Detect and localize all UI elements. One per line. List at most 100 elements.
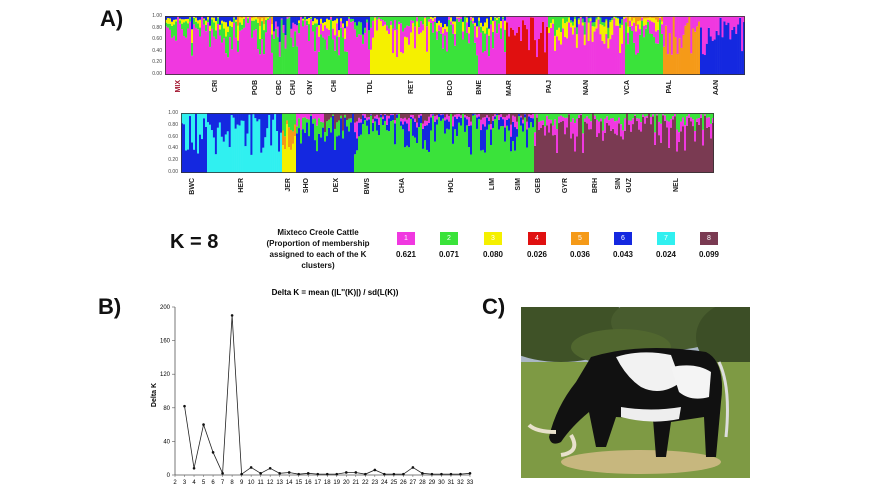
structure-column bbox=[522, 113, 525, 120]
structure-column bbox=[630, 113, 633, 121]
structure-column bbox=[167, 23, 170, 28]
structure-column bbox=[224, 134, 228, 173]
structure-column bbox=[676, 16, 679, 54]
structure-column bbox=[452, 143, 455, 173]
structure-column bbox=[243, 17, 246, 19]
structure-column bbox=[191, 42, 194, 56]
structure-column bbox=[428, 151, 431, 173]
structure-column bbox=[328, 35, 331, 75]
structure-column bbox=[402, 16, 405, 32]
structure-column bbox=[474, 22, 477, 26]
structure-column bbox=[682, 126, 685, 173]
structure-column bbox=[546, 16, 549, 27]
structure-column bbox=[404, 36, 407, 75]
structure-column bbox=[372, 131, 375, 173]
structure-column bbox=[482, 16, 485, 27]
population-label: BWC bbox=[189, 178, 196, 195]
structure-column bbox=[296, 133, 299, 173]
structure-column bbox=[370, 115, 373, 173]
structure-column bbox=[221, 42, 224, 75]
structure-column bbox=[655, 19, 658, 32]
structure-column bbox=[484, 33, 487, 51]
structure-column bbox=[302, 129, 305, 173]
structure-column bbox=[488, 56, 491, 75]
panel-label-b: B) bbox=[98, 294, 122, 319]
structure-column bbox=[346, 126, 349, 173]
population-label: MIX bbox=[175, 80, 182, 93]
structure-column bbox=[306, 20, 309, 26]
structure-column bbox=[596, 113, 599, 120]
structure-column bbox=[179, 23, 182, 75]
structure-column bbox=[400, 118, 403, 122]
structure-column bbox=[416, 113, 419, 123]
structure-column bbox=[382, 119, 385, 126]
x-tick-label: 14 bbox=[286, 480, 293, 485]
structure-column bbox=[654, 113, 657, 133]
structure-column bbox=[506, 115, 509, 120]
structure-column bbox=[312, 113, 315, 120]
structure-column bbox=[450, 17, 453, 22]
structure-column bbox=[524, 24, 527, 76]
structure-column bbox=[444, 28, 447, 36]
structure-column bbox=[308, 136, 311, 173]
structure-column bbox=[229, 25, 232, 38]
structure-column bbox=[522, 119, 525, 124]
structure-column bbox=[318, 16, 321, 26]
structure-column bbox=[404, 113, 407, 118]
structure-column bbox=[613, 16, 616, 19]
structure-column bbox=[265, 32, 268, 75]
structure-column bbox=[273, 16, 276, 32]
structure-column bbox=[516, 32, 519, 75]
structure-column bbox=[490, 20, 493, 25]
structure-column bbox=[261, 18, 264, 22]
structure-column bbox=[606, 122, 609, 173]
structure-column bbox=[340, 118, 343, 173]
population-label: GUZ bbox=[626, 178, 633, 193]
structure-column bbox=[650, 124, 653, 173]
structure-column bbox=[414, 26, 417, 49]
structure-column bbox=[680, 16, 683, 48]
structure-column bbox=[282, 24, 285, 34]
structure-column bbox=[619, 23, 622, 28]
structure-column bbox=[416, 21, 419, 75]
structure-column bbox=[514, 127, 517, 151]
structure-column bbox=[498, 119, 501, 130]
x-tick-label: 5 bbox=[202, 480, 206, 485]
structure-column bbox=[290, 113, 293, 130]
structure-column bbox=[540, 127, 543, 173]
structure-column bbox=[294, 24, 297, 32]
x-tick-label: 29 bbox=[429, 480, 436, 485]
ytick-label: 0.40 bbox=[168, 145, 178, 152]
structure-column bbox=[236, 113, 239, 125]
structure-column bbox=[267, 20, 270, 75]
structure-column bbox=[388, 115, 391, 119]
structure-column bbox=[657, 16, 660, 22]
structure-column bbox=[326, 113, 329, 122]
structure-column bbox=[604, 118, 607, 133]
structure-column bbox=[364, 120, 367, 173]
structure-column bbox=[314, 16, 317, 19]
structure-column bbox=[562, 121, 565, 173]
structure-column bbox=[633, 16, 636, 18]
structure-column bbox=[214, 113, 218, 155]
structure-column bbox=[672, 119, 675, 173]
structure-column bbox=[392, 114, 395, 115]
structure-column bbox=[354, 154, 357, 173]
panel-label-c: C) bbox=[482, 294, 506, 319]
structure-column bbox=[274, 114, 277, 173]
structure-column bbox=[201, 113, 204, 140]
structure-column bbox=[571, 21, 575, 26]
structure-column bbox=[408, 113, 411, 118]
structure-column bbox=[659, 17, 662, 21]
structure-column bbox=[566, 38, 569, 75]
structure-column bbox=[225, 36, 228, 54]
structure-column bbox=[318, 51, 321, 75]
structure-column bbox=[282, 130, 285, 146]
legend-title-line-3: assigned to each of the K bbox=[269, 250, 367, 259]
structure-column bbox=[448, 129, 451, 173]
structure-column bbox=[536, 117, 539, 173]
structure-column bbox=[494, 17, 497, 21]
structure-column bbox=[735, 16, 738, 34]
structure-column bbox=[446, 119, 449, 129]
structure-column bbox=[346, 113, 349, 121]
